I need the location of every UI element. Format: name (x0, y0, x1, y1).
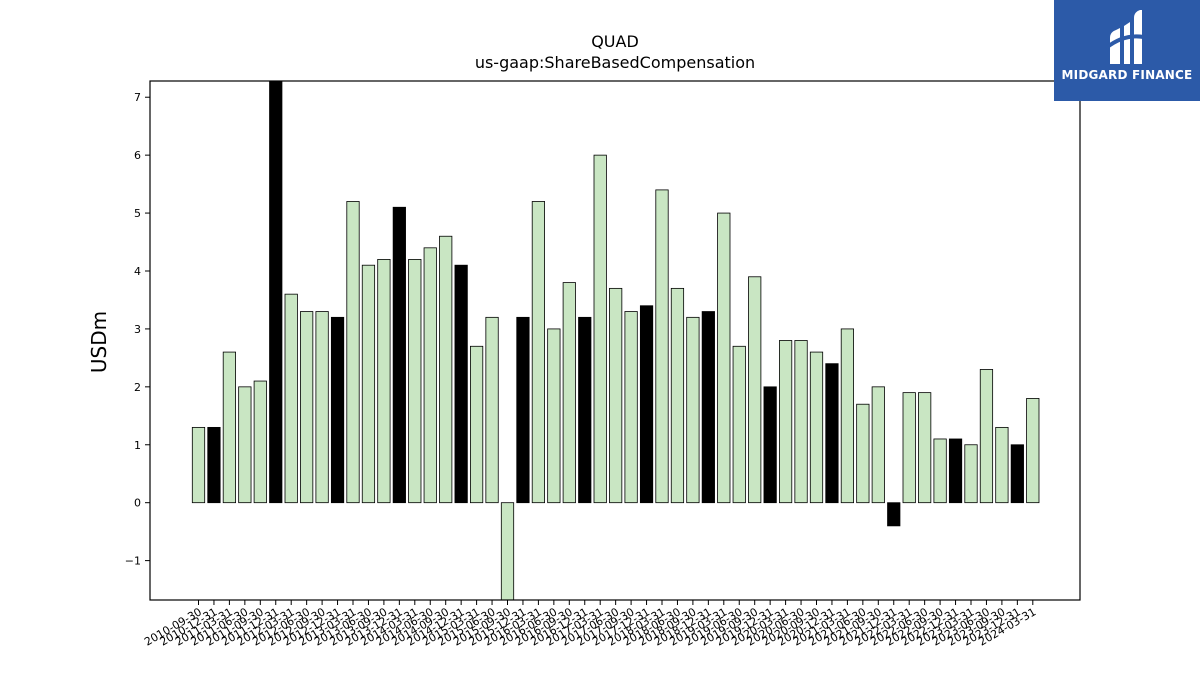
bar-2019-09-30 (748, 276, 762, 504)
bar-2012-09-30 (315, 311, 329, 504)
bar-2021-12-31 (887, 502, 901, 527)
bar-2012-06-30 (300, 311, 314, 504)
bar-2016-12-31 (578, 316, 592, 504)
bar-2019-06-30 (732, 345, 746, 504)
plot-frame (149, 80, 1081, 601)
y-tick-label: 6 (134, 149, 141, 162)
bar-2022-03-31 (902, 392, 916, 504)
bar-2017-06-30 (609, 287, 623, 504)
bar-2019-03-31 (717, 212, 731, 504)
bar-2021-03-31 (840, 328, 855, 504)
bar-2016-09-30 (562, 282, 576, 504)
bar-2017-03-31 (593, 154, 607, 504)
bar-2013-09-30 (377, 259, 391, 504)
y-tick-label: 0 (134, 497, 141, 510)
bar-2022-09-30 (933, 438, 947, 504)
bar-2023-09-30 (995, 426, 1009, 504)
bar-2014-03-31 (408, 259, 422, 504)
bar-2015-03-31 (469, 345, 484, 504)
bar-2017-12-31 (639, 305, 654, 504)
brand-name: MIDGARD FINANCE (1061, 68, 1193, 82)
y-tick-label: 3 (134, 323, 141, 336)
bar-2016-06-30 (547, 328, 561, 504)
y-tick-label: −1 (125, 555, 141, 568)
bar-2010-09-30 (191, 426, 206, 504)
bar-2013-06-30 (361, 264, 376, 504)
bar-2014-06-30 (423, 247, 437, 504)
bar-2016-03-31 (531, 201, 546, 504)
bar-2021-09-30 (871, 386, 885, 504)
bar-2014-12-31 (454, 264, 468, 504)
bar-2019-12-31 (763, 386, 777, 504)
axes-group: −1012345672010-09-302010-12-312011-03-31… (125, 80, 1081, 649)
y-tick-label: 2 (134, 381, 141, 394)
bar-2015-06-30 (485, 316, 499, 504)
bar-2014-09-30 (439, 235, 453, 504)
bar-2023-06-30 (979, 369, 994, 504)
chart-title: QUAD (591, 32, 639, 51)
y-tick-label: 5 (134, 207, 141, 220)
bar-2023-12-31 (1010, 444, 1024, 504)
y-tick-label: 7 (134, 91, 141, 104)
y-tick-label: 4 (134, 265, 141, 278)
midgard-logo-icon (1104, 10, 1149, 64)
bar-2011-06-30 (238, 386, 252, 504)
bar-2022-12-31 (948, 438, 963, 504)
bar-2010-12-31 (207, 426, 221, 504)
bar-2013-03-31 (346, 201, 360, 504)
y-axis-label: USDm (87, 311, 111, 373)
chart-subtitle: us-gaap:ShareBasedCompensation (474, 53, 756, 72)
bar-2023-03-31 (964, 444, 978, 504)
bar-2018-09-30 (686, 316, 700, 504)
bar-2018-06-30 (670, 287, 685, 504)
bar-2020-03-31 (779, 340, 793, 504)
bar-2012-03-31 (284, 293, 298, 504)
bar-2015-12-31 (516, 316, 530, 504)
bar-2015-09-30 (500, 502, 515, 600)
bar-2020-12-31 (825, 363, 839, 504)
bar-2011-03-31 (222, 351, 236, 504)
bar-2018-03-31 (655, 189, 669, 504)
bar-2017-09-30 (624, 311, 638, 504)
bar-2020-09-30 (809, 351, 824, 504)
bar-2020-06-30 (794, 340, 808, 504)
brand-logo: MIDGARD FINANCE (1054, 0, 1200, 101)
bar-2024-03-31 (1026, 398, 1040, 504)
bar-2011-09-30 (253, 380, 267, 504)
bars-group (191, 81, 1040, 600)
bar-2012-12-31 (330, 316, 345, 504)
bar-2022-06-30 (918, 392, 932, 504)
bar-2011-12-31 (269, 81, 283, 504)
bar-2018-12-31 (701, 311, 715, 504)
bar-2021-06-30 (856, 403, 870, 504)
bar-2013-12-31 (392, 206, 406, 504)
y-tick-label: 1 (134, 439, 141, 452)
